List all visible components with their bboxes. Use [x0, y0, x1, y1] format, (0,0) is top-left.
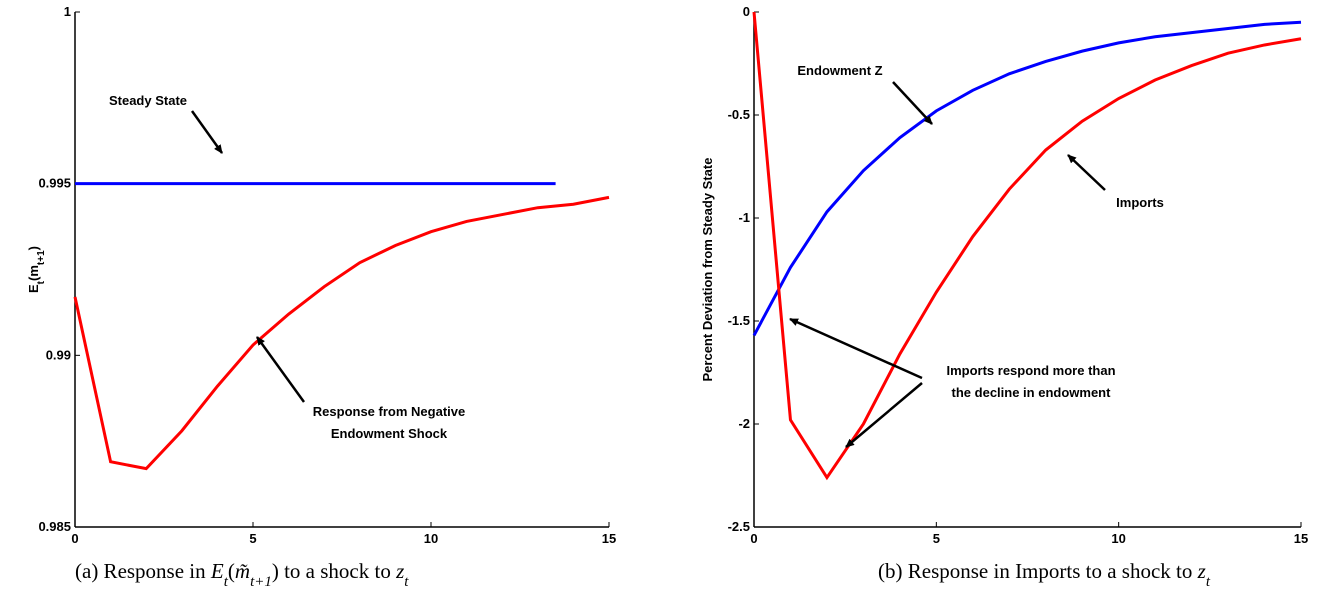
text-part: t+1	[250, 574, 272, 590]
annotation: Endowment Z	[797, 63, 882, 78]
series-line	[752, 20, 1302, 337]
text-part: (m	[26, 265, 41, 281]
annotation-arrow	[845, 382, 923, 448]
text-part: (	[228, 559, 235, 583]
text-part: )	[26, 246, 41, 250]
annotation-arrow	[892, 81, 933, 125]
x-tick-label: 10	[424, 531, 438, 546]
annotation: the decline in endowment	[952, 385, 1112, 400]
text-part: E	[26, 284, 41, 293]
text-part: t+1	[36, 250, 47, 265]
annotation: Response from Negative	[313, 404, 465, 419]
y-tick-label: -2	[738, 416, 750, 431]
text-part: ) to a shock to	[272, 559, 396, 583]
text-part: E	[210, 559, 224, 583]
annotation-arrow	[789, 317, 923, 380]
text-part: t	[1206, 574, 1211, 590]
annotation: Steady State	[109, 93, 187, 108]
annotation: Endowment Shock	[331, 426, 448, 441]
x-tick-label: 15	[602, 531, 616, 546]
y-tick-label: -1.5	[728, 313, 750, 328]
series-line	[752, 11, 1302, 481]
text-part: t	[36, 280, 47, 284]
y-tick-label: -0.5	[728, 107, 750, 122]
y-tick-label: 1	[64, 4, 71, 19]
y-tick-label: 0.99	[46, 347, 71, 362]
y-tick-label: 0.985	[38, 519, 71, 534]
caption: (b) Response in Imports to a shock to zt	[878, 559, 1211, 590]
text-part: z	[395, 559, 404, 583]
y-tick-label: -2.5	[728, 519, 750, 534]
x-tick-label: 0	[750, 531, 757, 546]
y-tick-label: 0.995	[38, 176, 71, 191]
text-part: Percent Deviation from Steady State	[700, 158, 715, 382]
x-tick-label: 10	[1111, 531, 1125, 546]
y-tick-label: -1	[738, 210, 750, 225]
annotation-arrow	[1067, 154, 1106, 191]
annotation: Imports respond more than	[946, 363, 1115, 378]
x-tick-label: 15	[1294, 531, 1308, 546]
text-part: (a) Response in	[75, 559, 211, 583]
x-tick-label: 5	[933, 531, 940, 546]
text-part: m̃	[235, 559, 250, 583]
text-part: t	[404, 574, 409, 590]
y-tick-label: 0	[743, 4, 750, 19]
series-line	[73, 195, 610, 471]
caption: (a) Response in Et(m̃t+1) to a shock to …	[75, 559, 409, 590]
text-part: (b) Response in Imports to a shock to	[878, 559, 1198, 583]
annotation-arrow	[190, 110, 224, 154]
text-part: t	[224, 574, 229, 590]
x-tick-label: 5	[249, 531, 256, 546]
annotation-arrow	[255, 336, 306, 403]
chart: -2.5 -2 -1.5 -1 -0.5 0 0 5 10 15 Percent Deviation…	[700, 4, 1308, 590]
annotation: Imports	[1116, 195, 1164, 210]
y-axis-label: Percent Deviation from Steady State	[700, 158, 715, 382]
y-axis-label: Et(mt+1)	[26, 246, 47, 293]
x-tick-label: 0	[71, 531, 78, 546]
text-part: z	[1197, 559, 1206, 583]
